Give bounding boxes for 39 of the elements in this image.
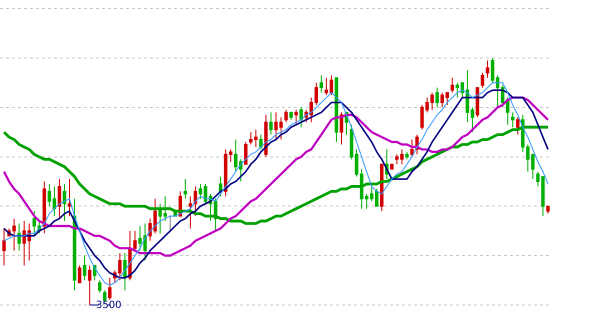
- candlestick: [410, 139, 414, 158]
- candlestick: [476, 87, 480, 118]
- candlestick: [264, 114, 268, 158]
- candlestick: [284, 109, 288, 123]
- candlestick: [133, 230, 137, 252]
- candlestick: [58, 178, 62, 220]
- candlestick: [244, 142, 248, 165]
- candlestick: [435, 87, 439, 108]
- candlestick: [516, 116, 520, 136]
- candlestick: [188, 196, 192, 229]
- candlestick: [82, 255, 86, 281]
- candlestick: [405, 151, 409, 160]
- candlestick: [68, 178, 72, 217]
- candlestick: [320, 74, 324, 94]
- candlestick: [269, 112, 273, 136]
- candlestick: [62, 183, 66, 222]
- candlestick: [510, 112, 514, 128]
- candlestick: [218, 176, 222, 197]
- candlestick: [390, 164, 394, 170]
- candlestick: [42, 181, 46, 234]
- candlestick: [486, 60, 490, 78]
- candlestick: [108, 277, 112, 301]
- annotation: 3500: [96, 300, 122, 311]
- candlestick: [294, 109, 298, 126]
- candlestick: [289, 112, 293, 120]
- candlestick: [299, 106, 303, 128]
- candlestick: [279, 116, 283, 140]
- candlestick: [78, 264, 82, 284]
- candlestick: [88, 264, 92, 306]
- candlestick: [184, 178, 188, 200]
- candlestick: [98, 280, 102, 294]
- candlestick: [2, 228, 6, 266]
- candlestick: [450, 77, 454, 94]
- candlestick: [72, 198, 76, 291]
- candlestick: [259, 134, 263, 150]
- candlestick: [546, 206, 550, 214]
- candlestick: [198, 183, 202, 200]
- candlestick: [17, 223, 21, 252]
- candlestick: [274, 112, 278, 140]
